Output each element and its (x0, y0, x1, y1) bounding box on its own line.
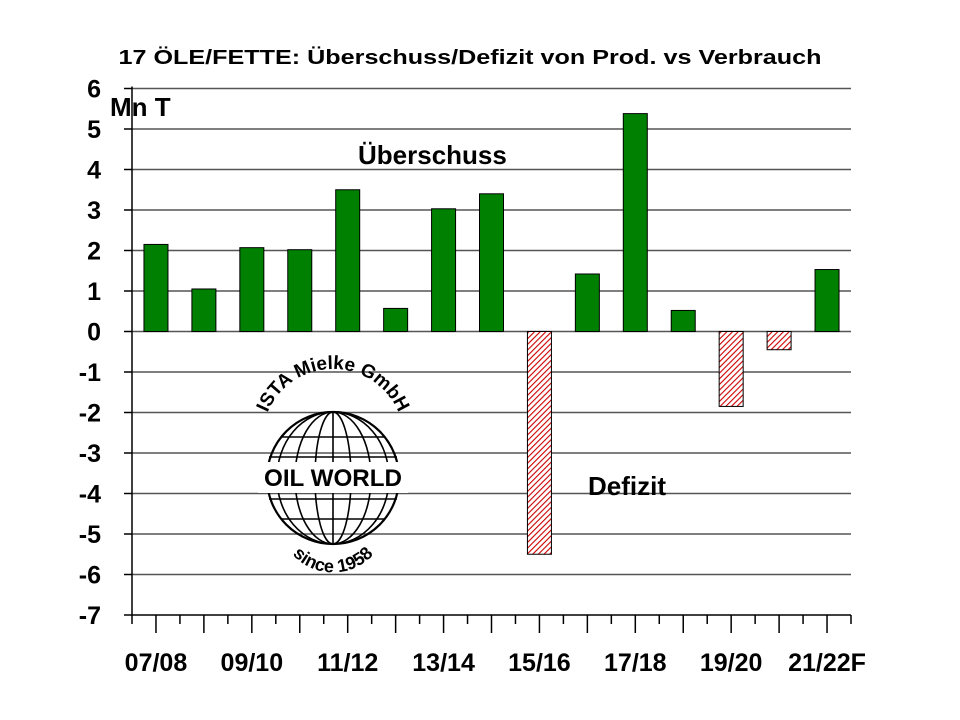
x-tick-label: 21/22F (788, 649, 866, 677)
y-tick-label: 5 (87, 116, 101, 144)
y-tick-label: -6 (79, 562, 101, 590)
bar (574, 273, 600, 332)
bar (239, 247, 265, 332)
unit-label: Mn T (110, 92, 171, 122)
surplus-annotation: Überschuss (358, 140, 507, 170)
chart-title: 17 ÖLE/FETTE: Überschuss/Defizit von Pro… (119, 46, 822, 69)
bar (526, 331, 552, 555)
x-tick-label: 07/08 (125, 649, 188, 677)
y-tick-label: 6 (87, 76, 101, 104)
bar (191, 288, 217, 333)
x-tick-label: 11/12 (317, 649, 378, 677)
oil-world-logo: OIL WORLD ISTA Mielke GmbH since 1958 (253, 353, 413, 577)
y-tick-label: 3 (87, 197, 101, 225)
bar (335, 189, 361, 332)
x-tick-label: 13/14 (412, 649, 475, 677)
bar (287, 249, 313, 332)
x-tick-label: 09/10 (221, 649, 284, 677)
bar (814, 269, 840, 333)
bars (143, 113, 840, 555)
y-tick-label: -1 (79, 359, 101, 387)
x-tick-label: 19/20 (700, 649, 763, 677)
bar (383, 307, 409, 333)
bar (718, 331, 744, 407)
bar (479, 193, 504, 332)
logo-bottom-text: since 1958 (290, 543, 377, 577)
y-axis: 6 5 4 3 2 1 0 -1 -2 -3 -4 -5 -6 -7 (79, 76, 133, 630)
y-tick-label: -3 (79, 440, 101, 468)
logo-band (258, 462, 408, 493)
y-tick-label: -4 (79, 481, 101, 509)
x-tick-label: 15/16 (508, 649, 571, 677)
y-tick-label: -5 (79, 521, 101, 549)
x-axis: 07/08 09/10 11/12 13/14 15/16 17/18 19/20 21/22… (125, 614, 866, 677)
bar (143, 243, 169, 332)
logo-main-text: OIL WORLD (264, 465, 402, 492)
bar (766, 331, 792, 351)
y-tick-label: -7 (79, 602, 101, 630)
y-tick-label: 4 (87, 157, 101, 185)
bar (431, 208, 457, 332)
y-tick-label: 0 (87, 319, 101, 347)
deficit-annotation: Defizit (588, 471, 666, 501)
bar (622, 113, 648, 332)
y-tick-label: 2 (87, 238, 101, 266)
x-tick-label: 17/18 (604, 649, 667, 677)
y-tick-label: -2 (79, 400, 101, 428)
bar (670, 309, 696, 333)
y-tick-label: 1 (87, 278, 101, 306)
logo-arc-text: ISTA Mielke GmbH (253, 353, 413, 415)
